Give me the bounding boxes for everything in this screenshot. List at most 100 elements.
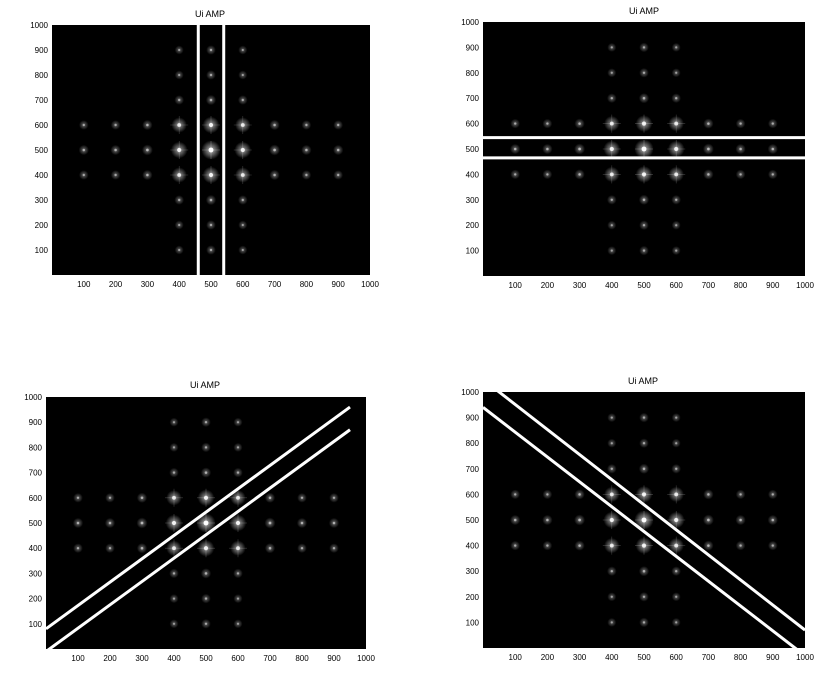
y-tick-label: 500: [29, 519, 43, 528]
x-tick-label: 400: [605, 653, 619, 662]
peak-glow: [73, 543, 83, 553]
peak-point: [675, 621, 678, 624]
peak-glow: [607, 438, 617, 448]
peak-point: [610, 224, 613, 227]
peak-glow: [510, 514, 521, 526]
peak-point: [236, 495, 240, 500]
peak-glow: [174, 245, 184, 255]
peak-point: [771, 147, 775, 151]
peak-point: [240, 147, 245, 153]
chart-title: Ui AMP: [195, 9, 225, 19]
y-tick-label: 200: [466, 593, 480, 602]
peak-glow: [767, 514, 778, 526]
peak-point: [146, 148, 149, 152]
chart-panel-bottom-left: Ui AMP 100 200 300 400 500 600 700 800 900 1000 100…: [0, 370, 414, 687]
peak-glow: [206, 220, 216, 230]
peak-point: [578, 122, 581, 125]
peak-point: [739, 147, 742, 151]
peak-glow: [703, 169, 714, 180]
peak-point: [268, 546, 272, 550]
peak-glow: [607, 68, 617, 78]
peak-glow: [174, 195, 184, 205]
peak-glow: [328, 517, 340, 529]
peak-glow: [110, 170, 121, 180]
peak-point: [546, 122, 549, 125]
peak-point: [578, 493, 581, 496]
peak-point: [675, 249, 678, 252]
x-tick-label: 200: [109, 280, 123, 289]
peak-glow: [205, 194, 217, 206]
peak-point: [609, 517, 614, 523]
peak-glow: [169, 417, 179, 427]
peak-glow: [671, 438, 681, 448]
x-tick-label: 600: [231, 654, 245, 663]
peak-glow: [639, 412, 649, 423]
peak-point: [236, 421, 240, 424]
peak-point: [642, 198, 646, 202]
peak-glow: [542, 169, 553, 180]
peak-glow: [269, 119, 280, 131]
peak-point: [108, 496, 112, 499]
peak-glow: [233, 467, 243, 478]
peak-glow: [574, 540, 585, 551]
peak-point: [114, 173, 117, 177]
peak-point: [204, 446, 208, 449]
peak-glow: [639, 592, 649, 602]
peak-point: [707, 493, 710, 496]
peak-point: [642, 71, 646, 75]
peak-point: [172, 597, 176, 600]
peak-point: [642, 595, 646, 598]
peak-point: [514, 493, 517, 496]
overlay-line: [46, 405, 351, 631]
peak-point: [204, 622, 208, 625]
y-tick-label: 200: [29, 595, 43, 604]
peak-glow: [174, 95, 184, 105]
peak-point: [209, 223, 213, 227]
peak-point: [273, 148, 276, 152]
peak-point: [642, 46, 646, 49]
y-tick-label: 900: [35, 46, 49, 55]
peak-glow: [768, 118, 778, 129]
peak-glow: [638, 463, 650, 474]
peak-glow: [142, 169, 153, 181]
peak-point: [140, 521, 144, 525]
peak-glow: [296, 517, 308, 529]
peak-point: [641, 121, 647, 126]
y-tick-label: 400: [466, 542, 480, 551]
peak-point: [178, 198, 181, 202]
peak-glow: [78, 144, 89, 156]
x-tick-label: 700: [702, 653, 716, 662]
peak-glow: [201, 442, 211, 453]
peak-point: [610, 198, 613, 201]
peak-glow: [510, 489, 520, 500]
peak-glow: [238, 95, 248, 105]
peak-point: [171, 520, 177, 526]
peak-point: [236, 546, 240, 551]
peak-point: [172, 546, 176, 551]
peak-glow: [297, 543, 307, 553]
peak-point: [674, 172, 679, 177]
y-tick-label: 500: [466, 145, 480, 154]
peak-point: [707, 518, 710, 522]
peak-glow: [329, 493, 339, 503]
peak-point: [707, 147, 710, 151]
peak-glow: [104, 517, 116, 529]
peak-glow: [329, 543, 339, 553]
peak-point: [674, 492, 679, 497]
y-tick-label: 400: [35, 171, 49, 180]
y-tick-label: 300: [35, 196, 49, 205]
y-tick-label: 300: [466, 196, 480, 205]
peak-glow: [542, 514, 553, 526]
peak-point: [609, 492, 614, 497]
peak-glow: [671, 220, 681, 230]
peak-glow: [671, 93, 681, 103]
y-tick-label: 100: [29, 620, 43, 629]
peak-glow: [607, 413, 617, 423]
peak-point: [332, 496, 336, 499]
x-tick-label: 700: [702, 281, 716, 290]
y-tick-label: 300: [29, 569, 43, 578]
peak-point: [707, 173, 710, 176]
peak-glow: [639, 617, 649, 628]
peak-glow: [201, 593, 211, 604]
peak-point: [236, 446, 240, 449]
